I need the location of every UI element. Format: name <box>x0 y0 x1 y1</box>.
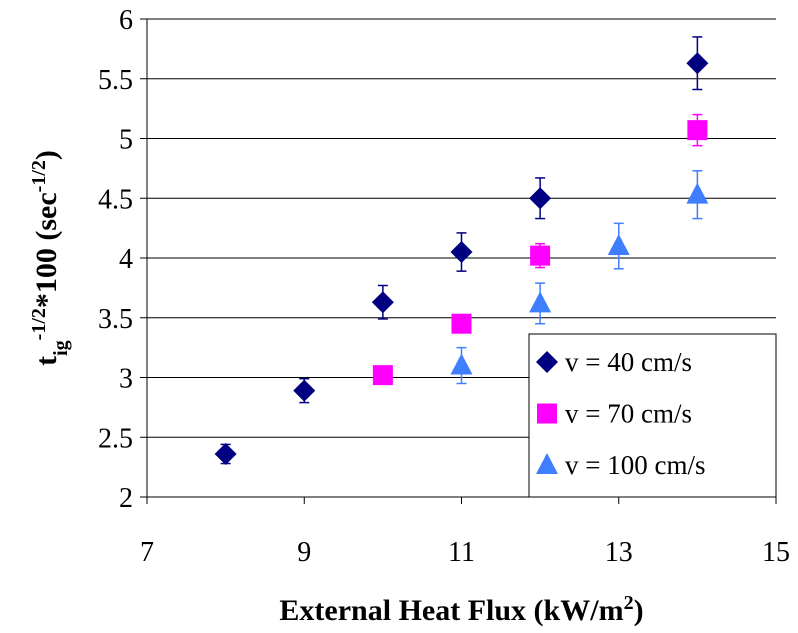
legend-marker <box>537 403 557 424</box>
y-tick-label: 6 <box>119 5 133 36</box>
legend-marker <box>536 453 558 474</box>
marker <box>450 353 473 375</box>
y-tick-label: 4 <box>119 244 133 275</box>
y-tick-label: 2.5 <box>98 423 133 454</box>
y-axis-label: tig-1/2*100 (sec-1/2) <box>28 150 72 366</box>
y-tick-label: 5.5 <box>98 65 133 96</box>
y-axis-label-part: ig <box>50 340 72 356</box>
legend-label: v = 70 cm/s <box>565 399 692 429</box>
x-tick-label: 13 <box>605 537 633 568</box>
y-axis-label-part: *100 (sec <box>30 192 63 308</box>
marker <box>686 182 709 204</box>
marker <box>529 291 552 313</box>
y-axis-label-part: ) <box>30 150 63 160</box>
marker <box>214 442 237 465</box>
marker <box>293 379 316 402</box>
legend-label: v = 100 cm/s <box>565 450 705 480</box>
x-axis-label-part: External Heat Flux (kW/m <box>279 594 623 627</box>
legend-box <box>528 333 777 498</box>
y-tick-label: 5 <box>119 125 133 156</box>
marker <box>371 291 394 314</box>
legend-label: v = 40 cm/s <box>565 347 692 377</box>
marker <box>687 120 708 141</box>
y-tick-label: 4.5 <box>98 184 133 215</box>
marker <box>607 234 630 256</box>
y-axis-label-part: -1/2 <box>28 308 50 340</box>
marker <box>451 313 472 334</box>
x-tick-label: 15 <box>762 537 790 568</box>
y-tick-label: 3 <box>119 364 133 395</box>
marker <box>529 187 552 210</box>
marker <box>450 241 473 264</box>
y-tick-label: 2 <box>119 483 133 514</box>
x-axis-label-part: 2 <box>624 592 634 614</box>
x-tick-label: 11 <box>448 537 475 568</box>
x-axis-label: External Heat Flux (kW/m2) <box>279 592 643 627</box>
y-axis-label-part: -1/2 <box>28 160 50 192</box>
marker <box>530 245 551 266</box>
x-tick-label: 9 <box>297 537 311 568</box>
x-axis-label-part: ) <box>634 594 644 627</box>
marker <box>686 52 709 75</box>
legend-marker <box>536 351 558 373</box>
y-tick-label: 3.5 <box>98 304 133 335</box>
x-tick-label: 7 <box>140 537 154 568</box>
marker <box>372 365 393 386</box>
y-axis-label-part: t <box>30 356 63 366</box>
